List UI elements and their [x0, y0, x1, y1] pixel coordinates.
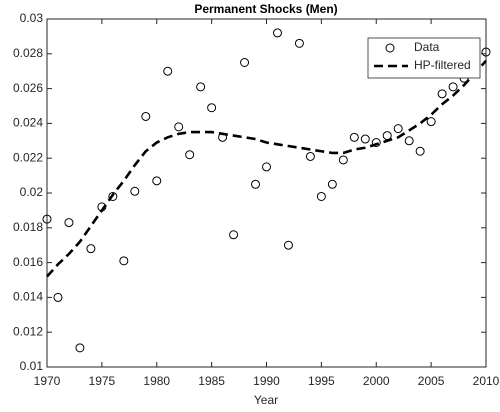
y-tick-label: 0.012	[13, 324, 43, 338]
x-tick-label: 1980	[143, 374, 170, 388]
x-tick-label: 1975	[89, 374, 116, 388]
data-point	[207, 103, 217, 113]
x-tick-label: 2000	[363, 374, 390, 388]
x-tick-label: 1970	[34, 374, 61, 388]
y-tick-label: 0.024	[13, 116, 43, 130]
data-point	[152, 176, 162, 186]
y-tick-label: 0.028	[13, 46, 43, 60]
x-tick-label: 1985	[198, 374, 225, 388]
y-tick-label: 0.026	[13, 81, 43, 95]
data-point	[163, 66, 173, 76]
data-point	[338, 155, 348, 165]
legend-label: HP-filtered	[414, 58, 471, 72]
data-point	[240, 58, 250, 67]
x-tick-label: 1990	[253, 374, 280, 388]
data-point	[404, 136, 414, 146]
plot-frame	[46, 18, 487, 368]
data-point	[53, 292, 63, 302]
legend-box	[367, 37, 481, 79]
data-point	[64, 218, 74, 228]
data-point	[185, 150, 195, 160]
data-point	[42, 214, 52, 224]
x-axis-label: Year	[254, 393, 278, 407]
y-tick-label: 0.01	[20, 359, 44, 373]
data-point	[130, 186, 140, 196]
data-point	[305, 151, 315, 161]
data-point	[141, 111, 151, 121]
trend-line	[46, 59, 487, 278]
y-tick-label: 0.03	[20, 11, 44, 25]
data-point	[294, 38, 304, 48]
data-point	[272, 28, 282, 38]
chart-title: Permanent Shocks (Men)	[194, 2, 337, 16]
data-point	[75, 343, 85, 353]
y-tick-label: 0.014	[13, 290, 43, 304]
data-point	[229, 230, 239, 240]
y-tick-label: 0.02	[20, 185, 44, 199]
data-point	[174, 122, 184, 132]
data-point	[415, 146, 425, 156]
data-point	[251, 179, 261, 189]
data-point	[108, 191, 118, 201]
legend-marker	[385, 43, 395, 53]
data-point	[437, 89, 447, 99]
data-point	[360, 134, 370, 144]
data-point	[349, 132, 359, 142]
data-point	[371, 138, 381, 148]
x-tick-label: 2010	[473, 374, 500, 388]
data-point	[119, 256, 129, 266]
data-point	[316, 191, 326, 201]
x-tick-label: 1995	[308, 374, 335, 388]
data-point	[196, 82, 206, 92]
data-point	[327, 179, 337, 189]
data-point	[448, 82, 458, 92]
data-point	[262, 162, 271, 172]
data-point	[393, 124, 403, 134]
data-point	[283, 240, 293, 250]
data-point	[86, 244, 96, 254]
data-point	[426, 117, 436, 127]
legend-label: Data	[414, 40, 440, 54]
x-tick-label: 2005	[418, 374, 445, 388]
data-point	[481, 47, 491, 57]
y-tick-label: 0.018	[13, 220, 43, 234]
y-tick-label: 0.022	[13, 150, 43, 164]
y-tick-label: 0.016	[13, 255, 43, 269]
